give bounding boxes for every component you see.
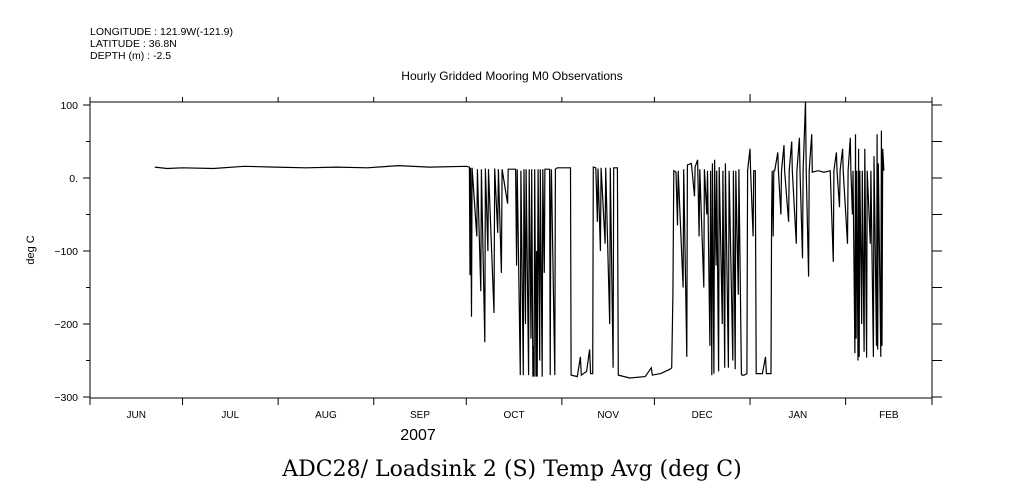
x-tick-label: AUG: [315, 410, 337, 421]
x-axis-label: 2007: [400, 427, 436, 444]
y-tick-label: −100: [54, 246, 78, 258]
x-tick-label: NOV: [597, 410, 619, 421]
x-tick-label: JUL: [221, 410, 239, 421]
chart-title: Hourly Gridded Mooring M0 Observations: [401, 69, 622, 83]
y-tick-label: 0.: [69, 173, 78, 185]
chart-caption: ADC28/ Loadsink 2 (S) Temp Avg (deg C): [281, 457, 741, 482]
plot-frame: [89, 101, 933, 399]
longitude-label: LONGITUDE : 121.9W(-121.9): [90, 26, 233, 38]
y-axis-label: deg C: [25, 235, 37, 264]
x-tick-label: OCT: [504, 410, 525, 421]
latitude-label: LATITUDE : 36.8N: [90, 38, 177, 50]
x-tick-label: SEP: [410, 410, 430, 421]
x-tick-label: JUN: [127, 410, 146, 421]
depth-label: DEPTH (m) : -2.5: [90, 50, 172, 62]
series-line-temp-avg: [154, 101, 885, 379]
x-tick-label: JAN: [788, 410, 807, 421]
y-tick-label: −300: [54, 392, 78, 404]
y-tick-label: 100: [60, 100, 78, 112]
y-tick-label: −200: [54, 319, 78, 331]
x-tick-label: FEB: [879, 410, 899, 421]
x-tick-label: DEC: [692, 410, 713, 421]
